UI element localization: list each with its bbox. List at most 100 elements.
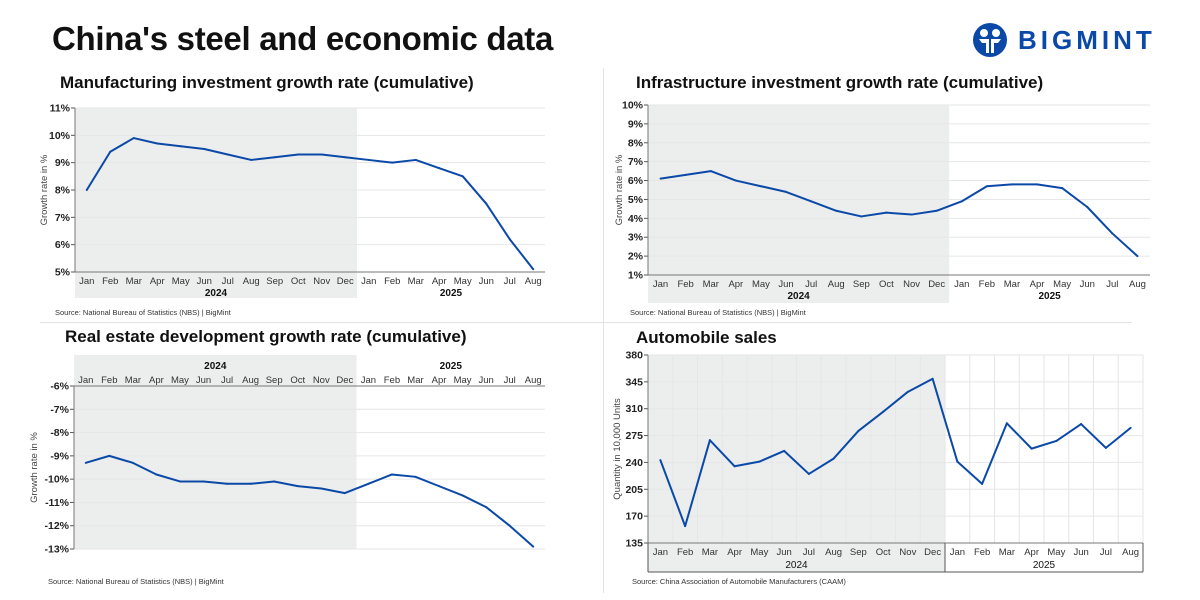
data-point <box>85 189 88 191</box>
data-point <box>108 454 111 457</box>
data-point <box>156 142 159 145</box>
data-point <box>659 459 662 462</box>
x-tick-label: Aug <box>1129 279 1146 290</box>
x-tick-label: Jan <box>78 375 93 386</box>
y-tick-label: -7% <box>50 404 69 416</box>
x-tick-label: Aug <box>828 279 845 290</box>
data-point <box>84 461 87 464</box>
source-infrastructure: Source: National Bureau of Statistics (N… <box>630 308 806 317</box>
source-automobile: Source: China Association of Automobile … <box>632 577 846 586</box>
data-point <box>250 158 253 161</box>
x-tick-label: Mar <box>702 547 718 558</box>
data-point <box>414 475 417 478</box>
data-point <box>783 449 786 452</box>
x-tick-label: Nov <box>899 547 916 558</box>
data-point <box>109 150 112 153</box>
data-point <box>1080 423 1083 426</box>
x-tick-label: Feb <box>979 279 995 290</box>
x-tick-label: Oct <box>876 547 891 558</box>
data-point <box>343 492 346 495</box>
x-tick-label: Apr <box>727 547 742 558</box>
data-point <box>297 153 300 156</box>
horizontal-divider <box>40 322 1132 323</box>
x-tick-label: Feb <box>384 375 400 386</box>
data-point <box>367 482 370 485</box>
data-point <box>1111 232 1114 235</box>
data-point <box>807 472 810 475</box>
x-tick-label: Jul <box>221 375 233 386</box>
year-label: 2025 <box>440 288 463 299</box>
data-point <box>178 480 181 483</box>
data-point <box>985 185 988 188</box>
x-tick-label: Jun <box>778 279 793 290</box>
y-tick-label: 9% <box>628 118 644 130</box>
data-point <box>1055 439 1058 442</box>
y-axis-label: Quantity in 10,000 Units <box>612 398 623 500</box>
x-tick-label: Jul <box>222 276 234 287</box>
data-point <box>1010 183 1013 186</box>
y-axis-label: Growth rate in % <box>39 154 50 225</box>
data-point <box>179 145 182 148</box>
y-tick-label: 10% <box>622 100 644 112</box>
data-point <box>273 480 276 483</box>
x-tick-label: Apr <box>1024 547 1039 558</box>
x-tick-label: Feb <box>101 375 117 386</box>
shaded-period-2024 <box>74 355 357 549</box>
y-tick-label: -11% <box>45 497 70 509</box>
data-point <box>438 167 441 170</box>
y-tick-label: 7% <box>628 156 644 168</box>
data-point <box>810 200 813 203</box>
y-tick-label: 1% <box>628 270 644 282</box>
year-label: 2024 <box>204 361 227 372</box>
x-tick-label: Jan <box>954 279 969 290</box>
data-point <box>296 485 299 488</box>
data-point <box>1036 183 1039 186</box>
x-tick-label: Sep <box>266 375 283 386</box>
data-point <box>785 190 788 193</box>
data-point <box>485 202 488 205</box>
data-point <box>759 185 762 188</box>
chart-title-manufacturing: Manufacturing investment growth rate (cu… <box>60 73 474 92</box>
data-point <box>320 487 323 490</box>
y-tick-label: 8% <box>55 185 71 197</box>
data-point <box>391 161 394 164</box>
data-point <box>885 211 888 214</box>
data-point <box>414 158 417 161</box>
x-tick-label: Apr <box>728 279 743 290</box>
data-point <box>226 482 229 485</box>
y-tick-label: 6% <box>55 239 71 251</box>
data-point <box>508 238 511 241</box>
x-tick-label: Jun <box>1073 547 1088 558</box>
x-tick-label: Jan <box>361 375 376 386</box>
data-point <box>155 473 158 476</box>
series-line <box>659 377 1132 528</box>
x-tick-label: May <box>454 375 472 386</box>
data-point <box>758 460 761 463</box>
data-point <box>132 137 135 140</box>
x-tick-label: Jan <box>950 547 965 558</box>
data-point <box>931 377 934 380</box>
x-tick-label: Jul <box>805 279 817 290</box>
y-tick-label: 170 <box>625 511 643 523</box>
x-tick-label: Oct <box>879 279 894 290</box>
x-tick-label: Mar <box>999 547 1015 558</box>
x-tick-label: Mar <box>407 375 423 386</box>
x-tick-label: Jun <box>776 547 791 558</box>
x-tick-label: Apr <box>149 375 164 386</box>
x-tick-label: May <box>172 276 190 287</box>
x-tick-label: Jun <box>478 375 493 386</box>
x-tick-label: Jun <box>197 276 212 287</box>
data-point <box>860 215 863 218</box>
y-tick-label: -8% <box>50 427 69 439</box>
data-point <box>910 213 913 216</box>
data-point <box>320 153 323 156</box>
x-tick-label: Aug <box>825 547 842 558</box>
x-tick-label: Dec <box>928 279 945 290</box>
y-tick-label: 205 <box>625 484 643 496</box>
data-point <box>1136 255 1139 258</box>
y-tick-label: -13% <box>44 544 69 556</box>
x-tick-label: Jul <box>504 375 516 386</box>
year-label: 2025 <box>1033 560 1056 571</box>
data-point <box>659 177 662 180</box>
y-tick-label: 6% <box>628 175 644 187</box>
